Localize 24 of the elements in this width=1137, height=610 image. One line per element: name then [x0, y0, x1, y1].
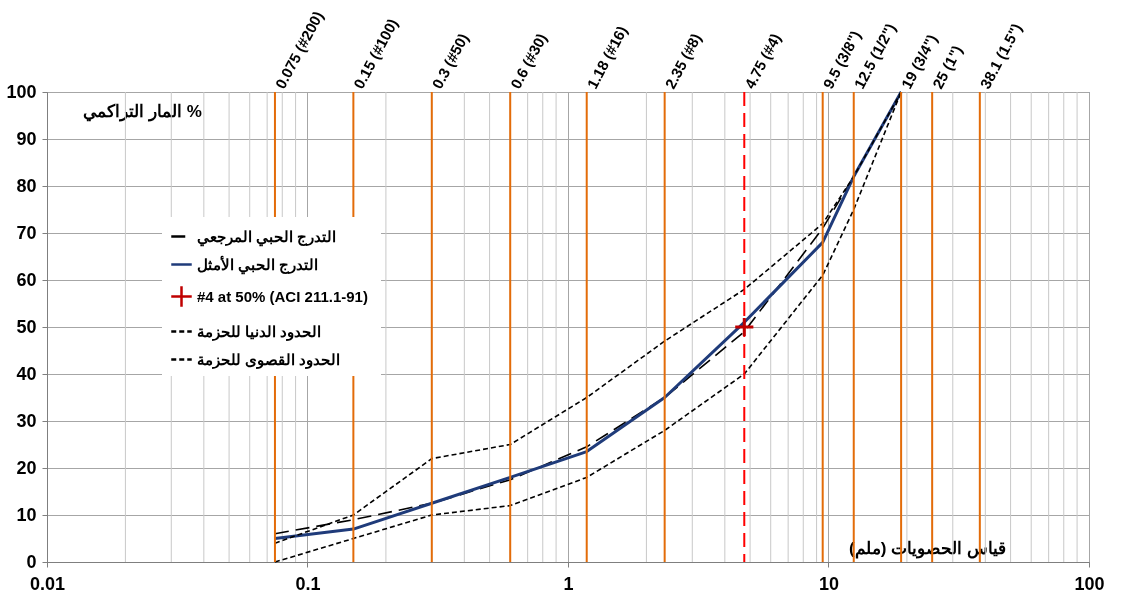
y-tick-label: 10: [16, 504, 37, 525]
legend-label: التدرج الحبي الأمثل: [197, 254, 319, 275]
ref-line-label: 4.75 (#4): [740, 30, 785, 92]
x-tick-label: 100: [1074, 573, 1105, 594]
y-tick-label: 40: [16, 363, 37, 384]
ref-line-label: 2.35 (#8): [661, 30, 705, 92]
y-tick-label: 100: [6, 81, 37, 102]
legend-label: الحدود الدنيا للحزمة: [197, 322, 322, 341]
legend-label: التدرج الحبي المرجعي: [197, 227, 337, 247]
y-tick-label: 30: [16, 410, 37, 431]
y-tick-label: 80: [16, 175, 37, 196]
y-tick-label: 20: [16, 457, 37, 478]
x-tick-label: 0.01: [29, 573, 66, 594]
y-tick-label: 50: [16, 316, 37, 337]
x-tick-label: 0.1: [295, 573, 321, 594]
y-tick-label: 90: [16, 128, 37, 149]
y-axis-title: المار التراكمي %: [83, 101, 202, 122]
y-tick-label: 0: [26, 551, 37, 572]
y-tick-label: 70: [16, 222, 37, 243]
legend-label: الحدود القصوى للحزمة: [197, 350, 341, 369]
x-tick-label: 10: [818, 573, 840, 594]
x-tick-label: 1: [563, 573, 574, 594]
legend-label: #4 at 50% (ACI 211.1-91): [197, 287, 368, 305]
y-tick-label: 60: [16, 269, 37, 290]
